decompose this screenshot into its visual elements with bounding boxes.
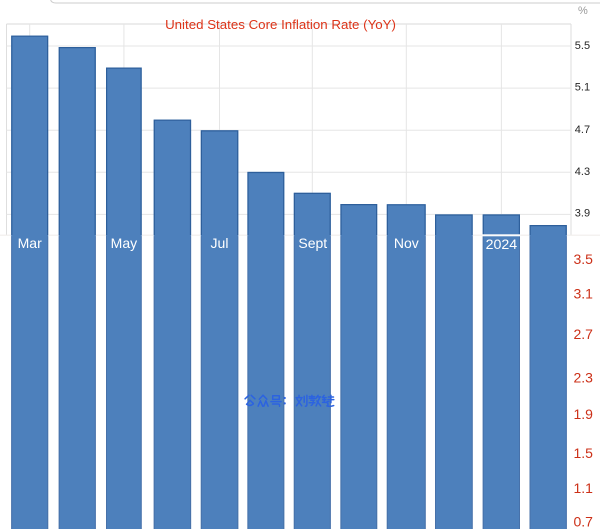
svg-text:4.7: 4.7 bbox=[575, 124, 590, 136]
svg-text:5.5: 5.5 bbox=[575, 40, 590, 52]
svg-text:3.9: 3.9 bbox=[575, 208, 590, 220]
svg-text:3.5: 3.5 bbox=[574, 251, 594, 267]
svg-text:Mar: Mar bbox=[18, 235, 42, 251]
svg-text:Sept: Sept bbox=[298, 235, 327, 251]
svg-text:2.3: 2.3 bbox=[574, 369, 594, 385]
svg-text:4.3: 4.3 bbox=[575, 166, 590, 178]
svg-text:1.5: 1.5 bbox=[574, 445, 594, 461]
svg-text:May: May bbox=[111, 235, 137, 251]
svg-text:3.1: 3.1 bbox=[574, 285, 594, 301]
svg-text:1.9: 1.9 bbox=[574, 406, 594, 422]
svg-text:2024: 2024 bbox=[486, 237, 518, 253]
svg-text:1.1: 1.1 bbox=[574, 480, 594, 496]
svg-text:Nov: Nov bbox=[394, 235, 419, 251]
svg-text:0.7: 0.7 bbox=[574, 514, 594, 529]
svg-text:Jul: Jul bbox=[211, 235, 229, 251]
svg-text:United States Core Inflation R: United States Core Inflation Rate (YoY) bbox=[165, 17, 396, 32]
svg-text:5.1: 5.1 bbox=[575, 82, 590, 94]
svg-text:%: % bbox=[578, 5, 588, 17]
svg-text:2.7: 2.7 bbox=[574, 326, 594, 342]
